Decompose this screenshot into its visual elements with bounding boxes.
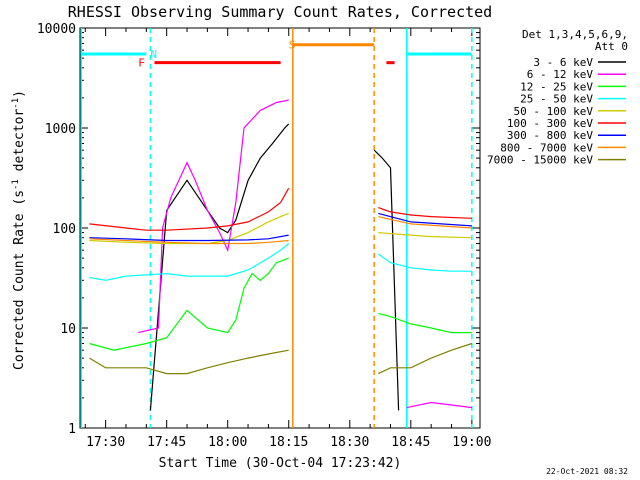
series-line (378, 312, 472, 334)
timestamp: 22-Oct-2021 08:32 (546, 467, 628, 476)
series-line (406, 401, 472, 409)
series-line (377, 253, 472, 272)
series-line (378, 342, 473, 375)
series-line (378, 212, 472, 227)
flag-label: N (150, 48, 157, 61)
x-tick-label: 18:45 (391, 435, 430, 450)
series-line (378, 216, 472, 229)
chart-title: RHESSI Observing Summary Count Rates, Co… (68, 3, 492, 21)
legend-label: 7000 - 15000 keV (487, 154, 593, 167)
y-label-part: ) (12, 90, 27, 98)
y-tick-label: 1 (68, 422, 76, 437)
x-tick-label: 17:45 (147, 435, 186, 450)
series-line (89, 238, 289, 245)
y-axis-label: Corrected Count Rate (s-1 detector-1) (11, 90, 27, 370)
legend-label: 50 - 100 keV (514, 105, 594, 118)
series-line (89, 234, 289, 242)
legend-label: 6 - 12 keV (527, 68, 594, 81)
series-line (89, 187, 290, 231)
y-tick-label: 100 (53, 222, 76, 237)
y-label-sup: -1 (11, 98, 21, 109)
series-line (89, 243, 290, 281)
x-axis-label: Start Time (30-Oct-04 17:23:42) (159, 456, 402, 471)
legend-label: 300 - 800 keV (507, 129, 593, 142)
legend-label: 12 - 25 keV (520, 80, 593, 93)
series-line (373, 149, 400, 411)
series-line (89, 349, 289, 375)
flag-label: F (138, 57, 145, 70)
series-line (378, 232, 472, 239)
x-tick-label: 17:30 (86, 435, 125, 450)
x-tick-label: 18:00 (208, 435, 247, 450)
y-label-sup: -1 (11, 179, 21, 190)
plot-area: 1 10 100 1000 10000 17:30 17:45 18:00 18:15 18:30… (37, 22, 492, 450)
legend-label: 800 - 7000 keV (500, 141, 593, 154)
y-label-part: Corrected Count Rate (s (12, 190, 27, 370)
y-tick-label: 10 (60, 322, 76, 337)
series-line (138, 99, 289, 334)
flag-label: S (289, 39, 296, 52)
legend-label: 100 - 300 keV (507, 117, 593, 130)
legend-header-attenuator: Att 0 (595, 40, 628, 53)
x-tick-label: 19:00 (452, 435, 491, 450)
legend-header-detectors: Det 1,3,4,5,6,9, (522, 28, 628, 41)
y-tick-label: 1000 (45, 122, 76, 137)
series-line (89, 257, 289, 351)
legend-label: 3 - 6 keV (533, 56, 593, 69)
x-tick-label: 18:15 (269, 435, 308, 450)
legend-label: 25 - 50 keV (520, 93, 593, 106)
series-line (378, 207, 472, 219)
y-tick-label: 10000 (37, 22, 76, 37)
y-label-part: detector (12, 109, 27, 180)
x-tick-label: 18:30 (330, 435, 369, 450)
